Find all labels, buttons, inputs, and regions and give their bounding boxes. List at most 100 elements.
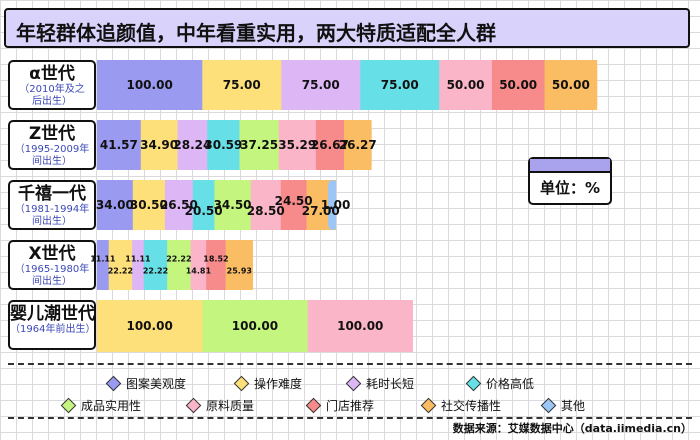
value-label: 41.57 (99, 138, 138, 152)
legend-label: 成品实用性 (81, 399, 142, 413)
legend-item: 原料质量 (185, 397, 255, 414)
value-label: 14.81 (185, 266, 212, 276)
generation-range: （1965-1980年 间出生） (14, 264, 90, 287)
value-label: 24.50 (274, 194, 313, 208)
legend-label: 社交传播性 (441, 399, 502, 413)
value-label: 34.50 (213, 198, 252, 212)
bar-segment (439, 60, 493, 110)
legend-swatch-icon (345, 375, 362, 392)
generation-range: （1995-2009年 间出生） (14, 144, 90, 167)
legend-item: 门店推荐 (305, 397, 375, 414)
bar-cap (363, 120, 372, 170)
bar-segment (140, 120, 179, 170)
bar-segment (315, 120, 345, 170)
generation-name: X世代 (28, 244, 76, 264)
value-label: 30.59 (204, 138, 243, 152)
value-label: 50.00 (446, 78, 485, 92)
legend-item: 图案美观度 (105, 375, 187, 392)
value-label: 100.00 (126, 319, 173, 333)
legend-swatch-icon (420, 397, 437, 414)
value-label: 75.00 (301, 78, 340, 92)
bar-segment (132, 180, 166, 230)
legend: 图案美观度 操作难度 耗时长短 价格高低成品实用性 原料质量 门店推荐 社交传播性 其他 (8, 363, 692, 419)
bar-cap (328, 180, 337, 230)
value-label: 34.90 (140, 138, 179, 152)
value-label: 26.50 (159, 198, 198, 212)
legend-label: 图案美观度 (126, 377, 187, 391)
generation-name: Z世代 (28, 124, 76, 144)
data-source: 数据来源：艾媒数据中心（data.iimedia.cn） (452, 422, 692, 435)
value-label: 35.29 (278, 138, 317, 152)
bar-segment (132, 240, 145, 290)
value-label: 50.00 (499, 78, 538, 92)
value-label: 34.00 (95, 198, 134, 212)
bar-segment (206, 240, 227, 290)
chart-title: 年轻群体追颜值，中年看重实用，两大特质适配全人群 (16, 21, 496, 45)
bar-segment (202, 300, 309, 352)
value-label: 28.50 (246, 204, 285, 218)
bar-segment (97, 60, 203, 110)
value-label: 37.25 (240, 138, 279, 152)
bar-cap (404, 300, 413, 352)
bar-segment (360, 60, 440, 110)
legend-label: 门店推荐 (326, 399, 375, 413)
bar-segment (544, 60, 598, 110)
bar-segment (307, 300, 413, 352)
value-label: 75.00 (380, 78, 419, 92)
bar-segment (239, 120, 280, 170)
value-label: 26.67 (310, 138, 349, 152)
value-label: 11.11 (125, 254, 151, 264)
value-label: 26.27 (338, 138, 377, 152)
legend-item: 耗时长短 (345, 375, 415, 392)
category-label: X世代 （1965-1980年 间出生） (8, 240, 96, 290)
bar-segment (167, 240, 192, 290)
bar-segment (214, 180, 252, 230)
value-label: 28.24 (173, 138, 212, 152)
legend-item: 价格高低 (465, 375, 534, 392)
unit-label: 单位：% (539, 179, 601, 197)
bar-segment (97, 120, 142, 170)
generation-range: （1964年前出生） (10, 324, 96, 335)
legend-swatch-icon (305, 397, 322, 414)
bar-segment (97, 180, 134, 230)
value-label: 22.22 (166, 254, 192, 264)
value-label: 11.11 (90, 254, 116, 264)
category-label: 婴儿潮世代 （1964年前出生） (8, 300, 96, 350)
generation-name: 婴儿潮世代 (10, 304, 95, 324)
bar-cap (244, 240, 253, 290)
bar-segment (97, 300, 203, 352)
value-label: 75.00 (222, 78, 261, 92)
bar-segment (164, 180, 194, 230)
unit-box: 单位：% (528, 157, 612, 205)
bar-segment (491, 60, 546, 110)
category-label: α世代 （2010年及之 后出生） (8, 60, 96, 110)
bar-segment (143, 240, 168, 290)
value-label: 18.52 (203, 254, 229, 264)
legend-item: 其他 (540, 397, 585, 414)
value-label: 100.00 (231, 319, 279, 333)
legend-swatch-icon (233, 375, 250, 392)
legend-item: 社交传播性 (420, 397, 502, 414)
value-label: 30.50 (129, 198, 168, 212)
bar-cap (589, 60, 598, 110)
bar-segment (250, 180, 282, 230)
bar-segment (202, 60, 282, 110)
value-label: 100.00 (126, 78, 173, 92)
legend-item: 成品实用性 (60, 397, 142, 414)
value-label: 1.00 (320, 198, 351, 212)
title-bar: 年轻群体追颜值，中年看重实用，两大特质适配全人群 (4, 8, 690, 48)
bar-segment (207, 120, 240, 170)
value-label: 20.50 (184, 204, 223, 218)
legend-label: 操作难度 (254, 377, 303, 391)
bar-segment (278, 120, 317, 170)
legend-swatch-icon (185, 397, 202, 414)
legend-swatch-icon (465, 375, 482, 392)
legend-swatch-icon (105, 375, 122, 392)
category-label: 千禧一代 （1981-1994年 间出生） (8, 180, 96, 230)
legend-label: 耗时长短 (366, 377, 415, 391)
legend-label: 原料质量 (206, 399, 255, 413)
value-label: 50.00 (551, 78, 590, 92)
category-label: Z世代 （1995-2009年 间出生） (8, 120, 96, 170)
generation-range: （2010年及之 后出生） (19, 84, 85, 107)
